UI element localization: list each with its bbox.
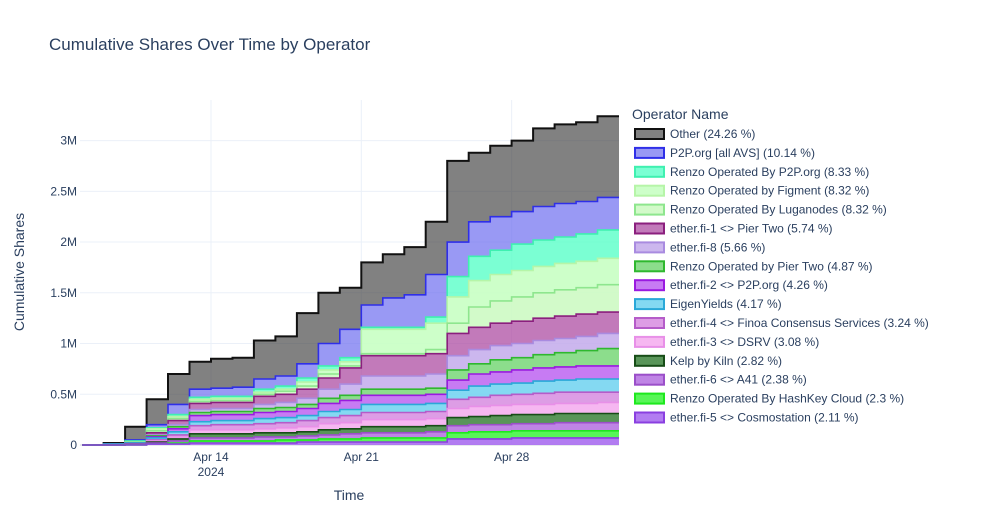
legend-swatch	[634, 146, 665, 159]
y-axis-ticks: 0 0.5M 1M 1.5M 2M 2.5M 3M	[50, 134, 77, 452]
stacked-areas	[82, 115, 620, 446]
area-band-0	[82, 116, 620, 445]
legend-label: ether.fi-8 (5.66 %)	[670, 240, 765, 254]
legend-item[interactable]: ether.fi-3 <> DSRV (3.08 %)	[634, 335, 819, 349]
legend-item[interactable]: ether.fi-4 <> Finoa Consensus Services (…	[634, 316, 929, 330]
y-tick-label: 1M	[60, 337, 77, 351]
series-line-0[interactable]	[82, 115, 619, 446]
legend-swatch	[634, 165, 665, 178]
legend-label: Renzo Operated By P2P.org (8.33 %)	[670, 165, 869, 179]
area-band-11	[82, 402, 620, 445]
legend-item[interactable]: Renzo Operated By P2P.org (8.33 %)	[634, 165, 869, 179]
legend-item[interactable]: ether.fi-2 <> P2P.org (4.26 %)	[634, 278, 828, 292]
legend-swatch	[634, 222, 665, 235]
legend-swatch	[634, 392, 665, 405]
series-line-1[interactable]	[82, 196, 619, 446]
legend-item[interactable]: Renzo Operated By HashKey Cloud (2.3 %)	[634, 392, 904, 406]
legend-item[interactable]: P2P.org [all AVS] (10.14 %)	[634, 146, 815, 160]
legend-item[interactable]: ether.fi-6 <> A41 (2.38 %)	[634, 373, 807, 387]
series-line-15[interactable]	[82, 437, 619, 446]
legend-item[interactable]: Renzo Operated by Pier Two (4.87 %)	[634, 259, 873, 273]
area-band-4	[82, 284, 620, 445]
legend-swatch	[634, 203, 665, 216]
legend-label: ether.fi-3 <> DSRV (3.08 %)	[670, 335, 819, 349]
area-band-9	[82, 379, 620, 445]
legend-item[interactable]: EigenYields (4.17 %)	[634, 297, 782, 311]
legend-label: EigenYields (4.17 %)	[670, 297, 782, 311]
area-band-7	[82, 348, 620, 445]
legend-title: Operator Name	[632, 106, 729, 122]
series-line-13[interactable]	[82, 421, 619, 446]
x-axis-label: Time	[334, 487, 365, 503]
series-line-10[interactable]	[82, 391, 619, 446]
legend-label: ether.fi-4 <> Finoa Consensus Services (…	[670, 316, 929, 330]
x-tick-sublabel: 2024	[198, 465, 225, 479]
legend-swatch	[634, 411, 665, 424]
legend-swatch	[634, 128, 665, 140]
legend-swatch	[634, 354, 665, 367]
x-tick-label: Apr 28	[494, 450, 530, 464]
legend-swatch	[634, 260, 665, 273]
legend-item[interactable]: Other (24.26 %)	[634, 127, 755, 141]
x-tick-label: Apr 14	[193, 450, 229, 464]
y-axis-label: Cumulative Shares	[11, 213, 27, 331]
legend-swatch	[634, 317, 665, 329]
legend[interactable]: Other (24.26 %) P2P.org [all AVS] (10.14 …	[634, 127, 929, 425]
area-band-5	[82, 312, 620, 445]
legend-item[interactable]: ether.fi-1 <> Pier Two (5.74 %)	[634, 222, 833, 236]
legend-item[interactable]: ether.fi-5 <> Cosmostation (2.11 %)	[634, 411, 859, 425]
legend-label: Renzo Operated By HashKey Cloud (2.3 %)	[670, 392, 904, 406]
legend-swatch	[634, 279, 665, 292]
chart-title: Cumulative Shares Over Time by Operator	[49, 35, 371, 54]
legend-label: P2P.org [all AVS] (10.14 %)	[670, 146, 815, 160]
area-band-6	[82, 333, 620, 445]
area-band-2	[82, 229, 620, 445]
legend-swatch	[634, 335, 665, 348]
y-tick-label: 3M	[60, 134, 77, 148]
y-tick-label: 0.5M	[50, 387, 77, 401]
area-band-1	[82, 197, 620, 445]
y-tick-label: 0	[70, 438, 77, 452]
legend-label: Other (24.26 %)	[670, 127, 755, 141]
y-tick-label: 2M	[60, 235, 77, 249]
x-tick-label: Apr 21	[344, 450, 380, 464]
y-tick-label: 2.5M	[50, 184, 77, 198]
legend-label: Kelp by Kiln (2.82 %)	[670, 354, 782, 368]
legend-item[interactable]: Renzo Operated By Luganodes (8.32 %)	[634, 203, 887, 217]
legend-swatch	[634, 373, 665, 386]
legend-item[interactable]: Kelp by Kiln (2.82 %)	[634, 354, 782, 368]
legend-label: ether.fi-2 <> P2P.org (4.26 %)	[670, 278, 828, 292]
legend-label: ether.fi-5 <> Cosmostation (2.11 %)	[670, 411, 859, 425]
legend-label: Renzo Operated by Pier Two (4.87 %)	[670, 259, 873, 273]
legend-swatch	[634, 298, 665, 311]
legend-swatch	[634, 184, 665, 197]
legend-swatch	[634, 241, 665, 254]
legend-label: Renzo Operated By Luganodes (8.32 %)	[670, 203, 887, 217]
legend-label: ether.fi-1 <> Pier Two (5.74 %)	[670, 222, 833, 236]
series-line-11[interactable]	[82, 401, 619, 446]
area-band-10	[82, 392, 620, 445]
series-line-12[interactable]	[82, 412, 619, 446]
legend-item[interactable]: Renzo Operated by Figment (8.32 %)	[634, 184, 869, 198]
legend-label: ether.fi-6 <> A41 (2.38 %)	[670, 373, 807, 387]
y-tick-label: 1.5M	[50, 286, 77, 300]
legend-label: Renzo Operated by Figment (8.32 %)	[670, 184, 869, 198]
legend-item[interactable]: ether.fi-8 (5.66 %)	[634, 240, 765, 254]
